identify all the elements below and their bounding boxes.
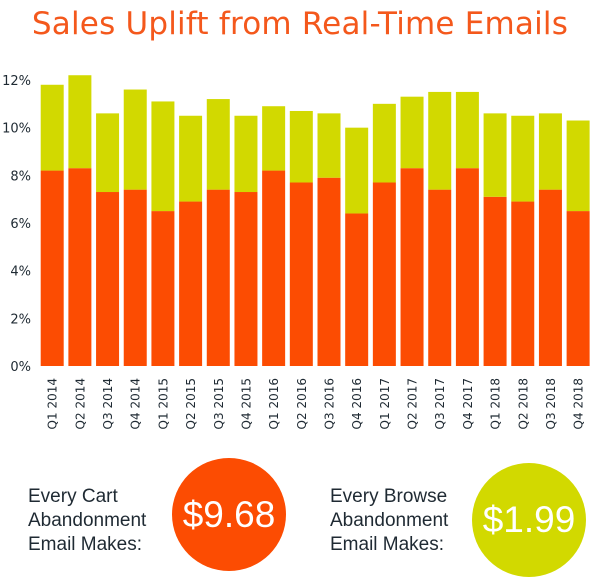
bar-segment-top — [538, 113, 562, 190]
bar-segment-bottom — [511, 201, 535, 366]
bar-segment-bottom — [483, 196, 507, 366]
bar-segment-top — [123, 89, 147, 190]
y-tick-label: 10% — [2, 122, 31, 137]
x-tick-label: Q2 2017 — [406, 378, 420, 429]
bar-segment-bottom — [428, 189, 452, 366]
cart-value-circle: $9.68 — [172, 458, 286, 571]
bar-segment-top — [206, 99, 230, 190]
x-tick-label: Q3 2014 — [101, 378, 115, 429]
y-tick-label: 6% — [10, 217, 31, 232]
bar-segment-bottom — [372, 182, 396, 366]
bar-segment-bottom — [317, 177, 341, 366]
bar-segment-top — [262, 106, 286, 171]
y-tick-label: 12% — [2, 74, 31, 89]
x-axis: Q1 2014 Q2 2014 Q3 2014 Q4 2014 Q1 2015 Q2 20… — [46, 378, 586, 429]
browse-value: $1.99 — [482, 499, 576, 540]
x-tick-label: Q4 2014 — [129, 378, 143, 429]
bar-segment-bottom — [345, 213, 369, 366]
bar-segment-bottom — [179, 201, 203, 366]
browse-caption: Every Browse Abandonment Email Makes: — [330, 485, 448, 557]
bar-segment-top — [289, 110, 313, 183]
bar-segment-bottom — [289, 182, 313, 366]
x-tick-label: Q2 2015 — [184, 378, 198, 429]
bar-segment-top — [483, 113, 507, 197]
bars — [40, 75, 590, 366]
browse-value-circle: $1.99 — [472, 463, 586, 577]
bar-segment-top — [511, 115, 535, 202]
x-tick-label: Q3 2017 — [433, 378, 447, 429]
x-tick-label: Q2 2018 — [516, 378, 530, 429]
y-tick-label: 8% — [10, 169, 31, 184]
bar-segment-top — [400, 96, 424, 169]
bar-segment-top — [345, 127, 369, 214]
cart-value: $9.68 — [182, 493, 276, 535]
bar-segment-top — [566, 120, 590, 212]
x-tick-label: Q3 2018 — [544, 378, 558, 429]
bar-segment-top — [455, 91, 479, 169]
x-tick-label: Q4 2015 — [239, 378, 253, 429]
x-tick-label: Q1 2017 — [378, 378, 392, 429]
bar-segment-bottom — [234, 192, 258, 366]
bar-segment-bottom — [262, 170, 286, 366]
cart-caption-line: Every Cart — [28, 486, 118, 507]
x-tick-label: Q2 2016 — [295, 378, 309, 429]
bar-segment-top — [234, 115, 258, 193]
bar-segment-bottom — [151, 211, 175, 366]
bar-segment-bottom — [40, 170, 64, 366]
bar-segment-bottom — [206, 189, 230, 366]
browse-caption-line: Email Makes: — [330, 534, 445, 555]
x-tick-label: Q3 2015 — [212, 378, 226, 429]
bar-segment-top — [372, 103, 396, 183]
bar-segment-top — [179, 115, 203, 202]
x-tick-label: Q2 2014 — [73, 378, 87, 429]
bar-segment-bottom — [538, 189, 562, 366]
x-tick-label: Q1 2016 — [267, 378, 281, 429]
bar-segment-top — [317, 113, 341, 178]
y-tick-label: 0% — [10, 360, 31, 375]
bar-segment-bottom — [123, 189, 147, 366]
bar-segment-top — [428, 91, 452, 190]
x-tick-label: Q1 2018 — [489, 378, 503, 429]
y-tick-label: 2% — [10, 312, 31, 327]
cart-caption-line: Abandonment — [28, 510, 147, 531]
bar-segment-bottom — [68, 168, 92, 366]
y-axis: 0% 2% 4% 6% 8% 10% 12% — [2, 74, 31, 375]
y-tick-label: 4% — [10, 265, 31, 280]
x-tick-label: Q4 2017 — [461, 378, 475, 429]
cart-caption-line: Email Makes: — [28, 534, 143, 555]
bar-segment-top — [96, 113, 120, 193]
bar-segment-top — [151, 101, 175, 212]
bar-segment-top — [68, 75, 92, 169]
browse-caption-line: Abandonment — [330, 510, 449, 531]
stacked-bar-chart: 0% 2% 4% 6% 8% 10% 12% Q1 2014 Q2 2014 Q3 2014 Q4… — [2, 74, 590, 429]
bar-segment-bottom — [455, 168, 479, 366]
x-tick-label: Q4 2018 — [572, 378, 586, 429]
x-tick-label: Q1 2014 — [46, 378, 60, 429]
x-tick-label: Q3 2016 — [323, 378, 337, 429]
chart-title: Sales Uplift from Real-Time Emails — [31, 6, 569, 42]
bar-segment-bottom — [566, 211, 590, 366]
cart-caption: Every Cart Abandonment Email Makes: — [28, 485, 146, 557]
bar-segment-bottom — [96, 192, 120, 366]
bar-segment-bottom — [400, 168, 424, 366]
browse-caption-line: Every Browse — [330, 486, 448, 507]
bar-segment-top — [40, 84, 64, 171]
x-tick-label: Q1 2015 — [156, 378, 170, 429]
x-tick-label: Q4 2016 — [350, 378, 364, 429]
